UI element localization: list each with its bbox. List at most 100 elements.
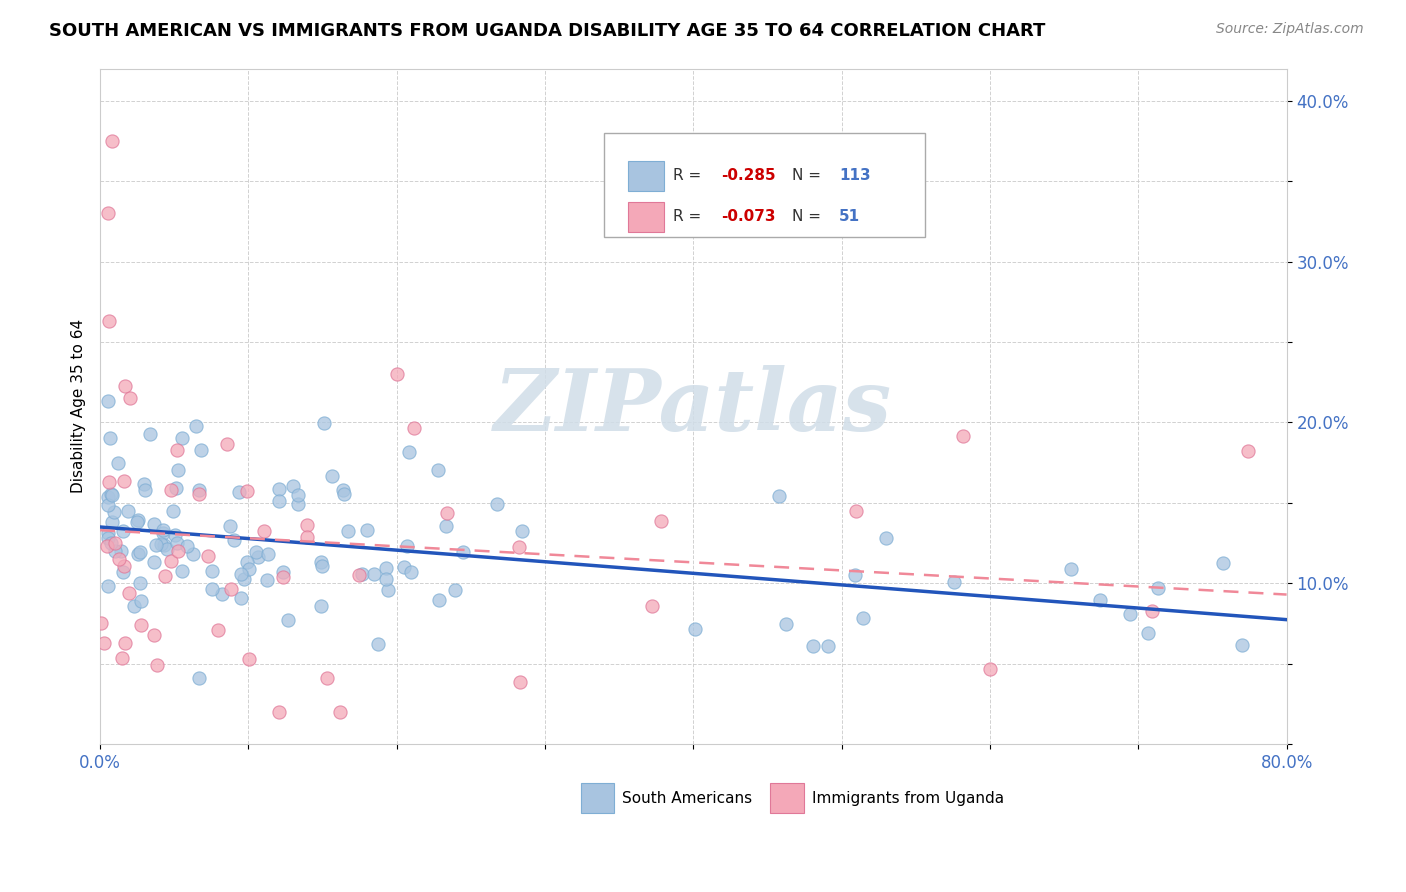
Point — [253, 524, 276, 538]
Point — [352, 567, 374, 582]
Point — [1137, 626, 1160, 640]
Point — [187, 672, 209, 686]
Point — [297, 530, 319, 544]
Point — [165, 481, 187, 495]
Point — [377, 582, 399, 597]
Point — [142, 517, 165, 532]
Point — [162, 504, 184, 518]
Bar — [581, 783, 614, 814]
Point — [329, 705, 352, 719]
Point — [111, 524, 134, 538]
Point — [398, 445, 420, 459]
Point — [267, 482, 290, 496]
Point — [181, 547, 204, 561]
Point — [875, 531, 897, 545]
Point — [363, 566, 385, 581]
Point — [426, 463, 449, 477]
Point — [312, 416, 335, 430]
Point — [952, 429, 974, 443]
Point — [309, 555, 332, 569]
Point — [246, 550, 269, 565]
Text: -0.073: -0.073 — [721, 210, 775, 225]
Point — [129, 593, 152, 607]
Point — [316, 671, 339, 685]
Point — [100, 486, 122, 500]
Point — [211, 587, 233, 601]
Point — [172, 565, 194, 579]
Point — [96, 579, 118, 593]
Point — [156, 542, 179, 557]
Text: ZIPatlas: ZIPatlas — [495, 365, 893, 448]
Point — [124, 599, 146, 614]
Point — [375, 572, 398, 586]
Point — [145, 538, 167, 552]
Point — [979, 662, 1001, 676]
Point — [170, 431, 193, 445]
Point — [190, 442, 212, 457]
Y-axis label: Disability Age 35 to 64: Disability Age 35 to 64 — [72, 319, 86, 493]
Point — [142, 555, 165, 569]
Point — [127, 547, 149, 561]
Point — [844, 504, 866, 518]
Point — [117, 504, 139, 518]
Point — [640, 599, 662, 613]
Point — [852, 611, 875, 625]
Point — [129, 545, 152, 559]
Text: Source: ZipAtlas.com: Source: ZipAtlas.com — [1216, 22, 1364, 37]
Point — [509, 674, 531, 689]
Point — [114, 636, 136, 650]
Point — [112, 559, 135, 574]
Point — [96, 526, 118, 541]
Point — [451, 545, 474, 559]
Point — [118, 392, 141, 406]
Bar — [628, 202, 664, 232]
Point — [184, 418, 207, 433]
Point — [333, 487, 356, 501]
Point — [434, 519, 457, 533]
Text: N =: N = — [792, 210, 825, 225]
Point — [650, 514, 672, 528]
Text: N =: N = — [792, 169, 825, 184]
Point — [367, 637, 389, 651]
Point — [267, 705, 290, 719]
Point — [96, 394, 118, 409]
Point — [103, 505, 125, 519]
Point — [114, 378, 136, 392]
Point — [236, 555, 259, 569]
Point — [219, 519, 242, 533]
Point — [277, 613, 299, 627]
Point — [96, 531, 118, 545]
Point — [375, 561, 398, 575]
Point — [107, 456, 129, 470]
Point — [347, 568, 370, 582]
Point — [235, 484, 257, 499]
Point — [166, 463, 188, 477]
Point — [104, 536, 127, 550]
Point — [165, 528, 187, 542]
Point — [683, 623, 706, 637]
Point — [336, 524, 359, 539]
Point — [486, 497, 509, 511]
Point — [101, 134, 124, 148]
Point — [139, 427, 162, 442]
Point — [98, 431, 121, 445]
Point — [1118, 607, 1140, 621]
Point — [311, 559, 333, 574]
Text: Immigrants from Uganda: Immigrants from Uganda — [813, 790, 1004, 805]
Point — [1236, 444, 1258, 458]
Point — [271, 565, 294, 579]
Point — [1090, 593, 1112, 607]
Point — [401, 565, 423, 579]
Point — [90, 615, 112, 630]
Point — [176, 539, 198, 553]
Point — [112, 565, 135, 579]
Point — [101, 516, 124, 530]
Point — [152, 524, 174, 538]
Point — [150, 536, 173, 550]
Point — [436, 506, 458, 520]
Point — [100, 536, 122, 550]
Point — [238, 651, 260, 665]
Point — [117, 585, 139, 599]
Point — [510, 524, 533, 538]
Point — [98, 313, 121, 327]
